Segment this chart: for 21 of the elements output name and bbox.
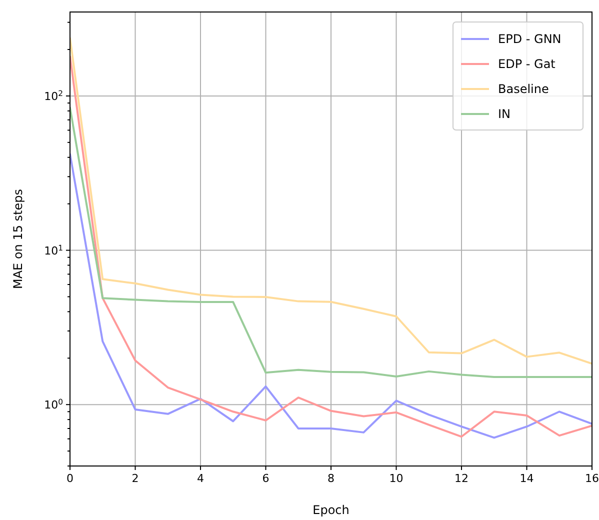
x-tick-label: 10	[389, 472, 404, 485]
line-series	[70, 153, 592, 439]
line-series	[70, 106, 592, 378]
legend-label: EPD - GNN	[498, 32, 562, 46]
x-tick-label: 16	[585, 472, 599, 485]
x-tick-label: 6	[262, 472, 270, 485]
x-tick-label: 4	[197, 472, 204, 485]
line-series	[70, 56, 592, 438]
x-tick-label: 2	[132, 472, 139, 485]
y-tick-label: 10$^{2}$	[44, 88, 64, 103]
x-tick-label: 8	[328, 472, 334, 485]
x-axis-title: Epoch	[312, 503, 350, 517]
legend-label: Baseline	[498, 82, 549, 96]
x-tick-label: 12	[454, 472, 468, 485]
x-tick-label: 14	[520, 472, 534, 485]
y-axis-title: MAE on 15 steps	[11, 188, 25, 290]
legend-label: IN	[498, 107, 511, 121]
legend-label: EDP - Gat	[498, 57, 556, 71]
y-tick-label: 10$^{1}$	[44, 242, 64, 258]
x-tick-label: 0	[66, 472, 74, 485]
y-tick-label: 10$^{0}$	[44, 397, 64, 412]
